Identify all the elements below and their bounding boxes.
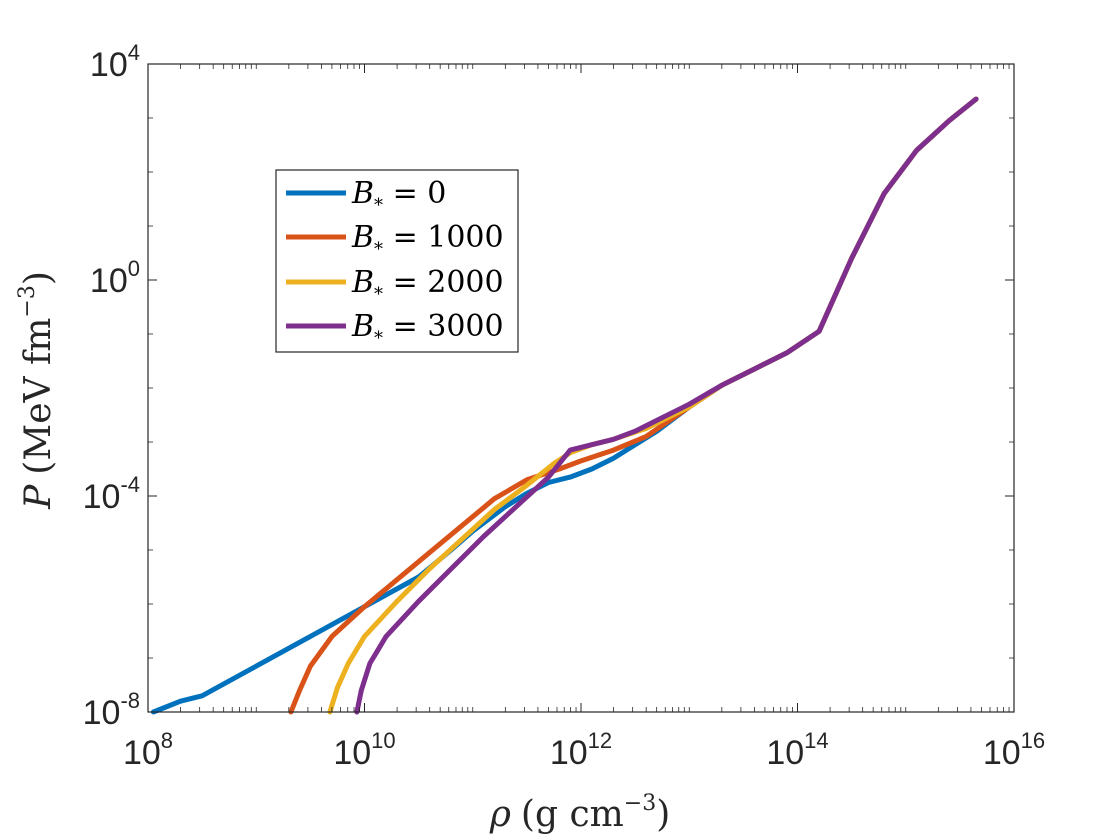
series-layer <box>150 96 979 715</box>
x-tick-label: 1014 <box>766 728 828 772</box>
legend-label: B* = 3000 <box>351 309 504 349</box>
y-tick-label: 10-8 <box>83 688 140 732</box>
y-tick-label: 10-4 <box>83 472 140 516</box>
y-tick-label: 104 <box>90 40 140 84</box>
y-tick-labels: 10-8 10-4 100 104 <box>83 40 140 732</box>
x-tick-label: 1016 <box>983 728 1045 772</box>
legend: B* = 0 B* = 1000 B* = 2000 B* = 3000 <box>275 169 519 353</box>
legend-box <box>275 169 519 353</box>
minor-ticks <box>148 64 1014 712</box>
x-tick-label: 1010 <box>333 728 395 772</box>
y-tick-label: 100 <box>90 256 140 300</box>
legend-label: B* = 2000 <box>351 265 504 305</box>
legend-label: B* = 1000 <box>351 220 504 260</box>
x-axis-title: ρ (g cm−3) <box>489 791 671 835</box>
series-line-3 <box>354 96 979 715</box>
legend-label: B* = 0 <box>351 176 446 216</box>
x-tick-labels: 108 1010 1012 1014 1016 <box>123 728 1045 772</box>
x-tick-label: 1012 <box>550 728 612 772</box>
major-ticks <box>147 63 1015 713</box>
y-axis-title: P(MeV fm−3) <box>15 271 59 510</box>
x-tick-label: 108 <box>123 728 173 772</box>
